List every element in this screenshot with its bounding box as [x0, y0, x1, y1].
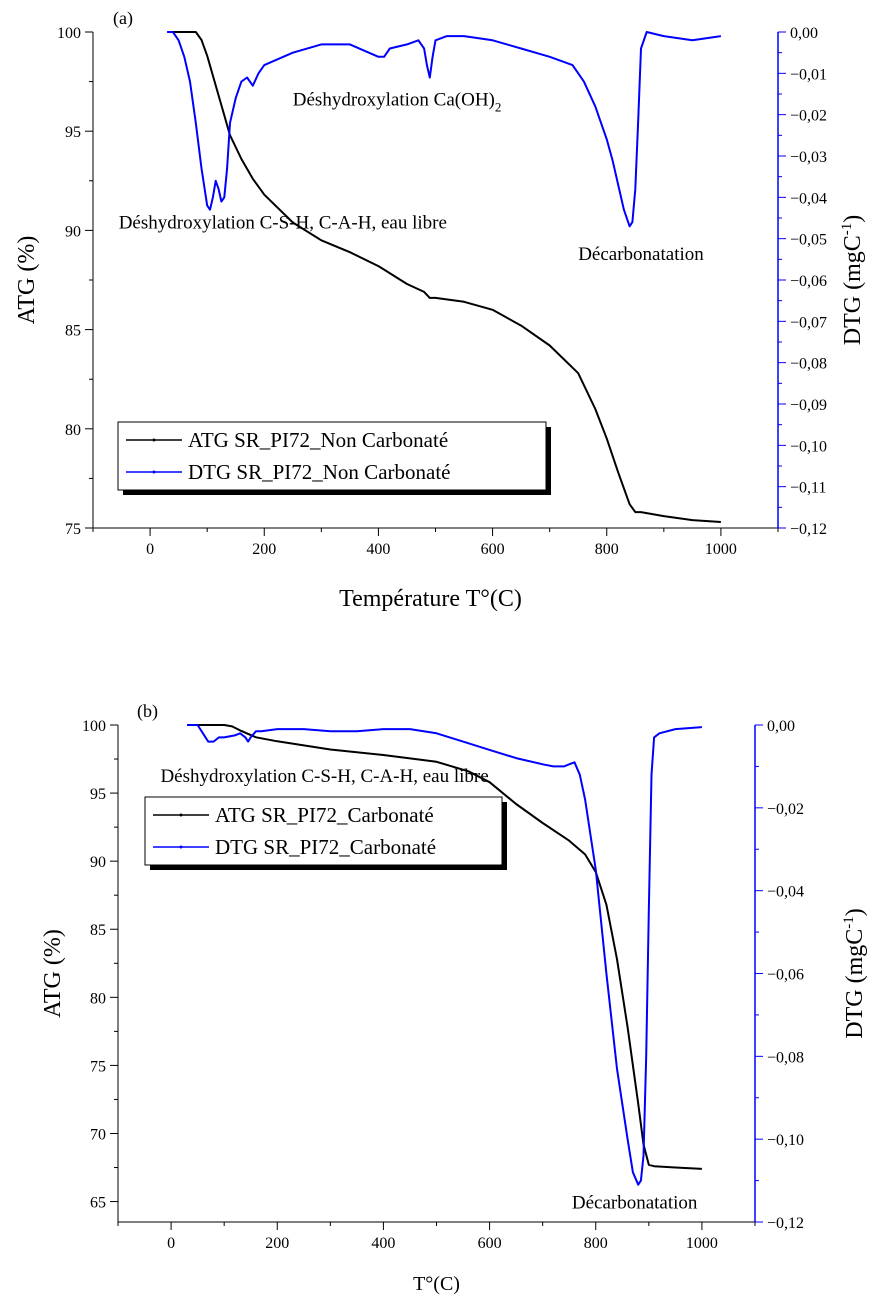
pa-left-tick-label: 75 [65, 521, 81, 538]
pa-right-tick-label: −0,03 [790, 149, 827, 166]
pa-right-tick-label: −0,05 [790, 232, 827, 249]
pa-legend-label: DTG SR_PI72_Non Carbonaté [188, 460, 450, 484]
pa-legend-marker [152, 470, 156, 474]
pa-right-tick-label: −0,09 [790, 397, 827, 414]
pa-right-tick-label: −0,06 [790, 273, 827, 290]
pa-annotation: Déshydroxylation Ca(OH)2 [293, 89, 502, 114]
pa-left-tick-label: 95 [65, 124, 81, 141]
pa-x-axis-label: Température T°(C) [339, 586, 522, 612]
pa-left-axis-label: ATG (%) [14, 236, 40, 325]
pb-legend-marker [179, 813, 183, 817]
pb-right-tick-label: −0,08 [767, 1049, 804, 1066]
pa-x-tick-label: 800 [595, 541, 619, 558]
pb-right-tick-label: −0,02 [767, 801, 804, 818]
pa-x-tick-label: 200 [252, 541, 276, 558]
pa-left-tick-label: 100 [57, 25, 81, 42]
pa-left-tick-label: 85 [65, 323, 81, 340]
pb-left-tick-label: 75 [90, 1058, 106, 1075]
pb-x-tick-label: 400 [371, 1235, 395, 1252]
pb-right-tick-label: −0,12 [767, 1215, 804, 1232]
pb-left-tick-label: 95 [90, 786, 106, 803]
pa-right-tick-label: −0,07 [790, 314, 827, 331]
pb-left-tick-label: 70 [90, 1126, 106, 1143]
pa-right-tick-label: −0,01 [790, 66, 827, 83]
pa-right-tick-label: −0,04 [790, 190, 827, 207]
pb-x-axis-label: T°(C) [413, 1273, 460, 1295]
pa-x-tick-label: 600 [481, 541, 505, 558]
pa-right-tick-label: −0,12 [790, 521, 827, 538]
pb-x-tick-label: 200 [265, 1235, 289, 1252]
pa-panel-label: (a) [113, 8, 133, 29]
pb-legend-label: DTG SR_PI72_Carbonaté [215, 835, 436, 859]
pb-left-tick-label: 65 [90, 1195, 106, 1212]
pa-annotation: Décarbonatation [578, 244, 704, 265]
pb-left-tick-label: 100 [82, 718, 106, 735]
pa-legend-marker [152, 438, 156, 442]
pb-right-tick-label: −0,10 [767, 1132, 804, 1149]
pb-legend-box [144, 796, 503, 866]
pb-right-axis-label: DTG (mgC-1) [841, 908, 868, 1039]
pb-annotation: Décarbonatation [572, 1192, 698, 1213]
panel-b-chart: (b) 0 200 400 600 800 1000 T°(C) 65 70 75 80 85 90 95 1… [40, 701, 868, 1295]
pa-left-tick-label: 80 [65, 422, 81, 439]
pa-left-tick-label: 90 [65, 223, 81, 240]
pb-right-tick-label: −0,04 [767, 884, 804, 901]
pb-legend-marker [179, 845, 183, 849]
pa-right-tick-label: −0,11 [790, 480, 826, 497]
pb-left-axis-label: ATG (%) [40, 929, 66, 1018]
pb-right-tick-label: −0,06 [767, 967, 804, 984]
pa-right-axis-label: DTG (mgC-1) [839, 215, 866, 346]
pa-annotation: Déshydroxylation C-S-H, C-A-H, eau libre [119, 212, 447, 233]
pb-left-tick-label: 90 [90, 854, 106, 871]
pb-x-tick-label: 600 [478, 1235, 502, 1252]
pa-x-tick-label: 400 [366, 541, 390, 558]
pa-x-tick-label: 1000 [705, 541, 737, 558]
pb-x-tick-label: 0 [167, 1235, 175, 1252]
pb-right-tick-label: 0,00 [767, 718, 795, 735]
pb-x-tick-label: 1000 [686, 1235, 718, 1252]
pa-right-tick-label: 0,00 [790, 25, 818, 42]
pb-left-tick-label: 85 [90, 922, 106, 939]
panel-a-chart: (a) 0 200 400 600 800 1000 Température T°(C) 75 8… [14, 8, 866, 612]
pa-x-tick-label: 0 [146, 541, 154, 558]
pb-panel-label: (b) [137, 701, 158, 722]
pb-legend-label: ATG SR_PI72_Carbonaté [215, 803, 434, 827]
pa-right-tick-label: −0,10 [790, 438, 827, 455]
pb-left-tick-label: 80 [90, 990, 106, 1007]
pb-x-tick-label: 800 [584, 1235, 608, 1252]
pa-dtg-series-line [167, 31, 722, 228]
pb-annotation: Déshydroxylation C-S-H, C-A-H, eau libre [160, 766, 488, 787]
pb-atg-series-line [187, 724, 702, 1170]
pa-right-tick-label: −0,08 [790, 356, 827, 373]
pa-legend-box [117, 421, 547, 491]
pa-legend-label: ATG SR_PI72_Non Carbonaté [188, 428, 448, 452]
pa-right-tick-label: −0,02 [790, 108, 827, 125]
pb-dtg-series-line [187, 724, 702, 1186]
